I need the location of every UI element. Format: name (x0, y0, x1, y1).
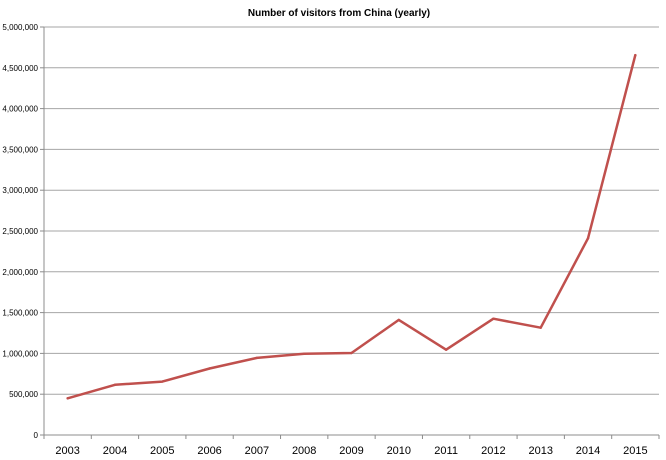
y-tick-label: 4,500,000 (2, 64, 38, 73)
data-point (255, 356, 259, 360)
data-point (302, 352, 306, 356)
x-tick-label: 2015 (623, 445, 647, 457)
x-tick-label: 2004 (103, 445, 127, 457)
y-tick-label: 5,000,000 (2, 23, 38, 32)
y-tick-label: 2,000,000 (2, 268, 38, 277)
x-tick-label: 2010 (387, 445, 411, 457)
data-point (586, 237, 590, 240)
gridlines (44, 26, 659, 395)
y-tick-label: 3,000,000 (2, 186, 38, 195)
y-tick-label: 500,000 (9, 390, 38, 399)
x-tick-label: 2008 (292, 445, 316, 457)
x-tick-label: 2013 (528, 445, 552, 457)
x-tick-label: 2014 (576, 445, 600, 457)
data-point (208, 367, 211, 370)
data-point (66, 397, 69, 400)
y-tick-label: 1,500,000 (2, 309, 38, 318)
data-point (397, 318, 401, 322)
axes (40, 26, 660, 439)
data-point (113, 383, 117, 387)
y-axis-tick-labels: 0 500,000 1,000,000 1,500,000 2,000,000 2,500… (2, 23, 38, 440)
data-point (350, 351, 353, 355)
data-point (634, 53, 637, 57)
x-axis-tick-labels: 2003 2004 2005 2006 2007 2008 2009 2010 2011 2012… (55, 445, 647, 457)
x-tick-label: 2003 (55, 445, 79, 457)
y-tick-label: 3,500,000 (2, 145, 38, 154)
x-tick-label: 2005 (150, 445, 174, 457)
x-tick-label: 2006 (197, 445, 221, 457)
y-tick-label: 0 (34, 431, 39, 440)
y-tick-label: 4,000,000 (2, 105, 38, 114)
data-point (492, 317, 495, 320)
y-tick-label: 1,000,000 (2, 349, 38, 358)
series-line (66, 53, 637, 400)
x-tick-label: 2012 (481, 445, 505, 457)
series-layer (66, 53, 637, 400)
data-point (161, 380, 164, 383)
data-point (444, 348, 448, 351)
y-tick-label: 2,500,000 (2, 227, 38, 236)
x-tick-label: 2011 (434, 445, 458, 457)
x-tick-label: 2009 (339, 445, 363, 457)
data-point (539, 326, 542, 329)
x-tick-label: 2007 (245, 445, 269, 457)
chart-title: Number of visitors from China (yearly) (248, 8, 430, 19)
